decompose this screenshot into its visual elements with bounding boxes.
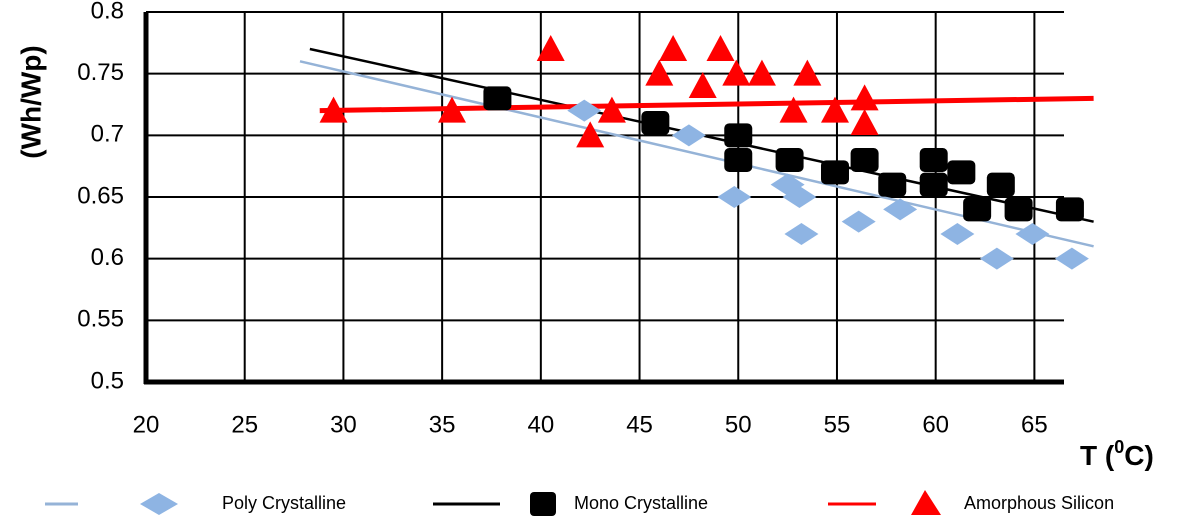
y-tick-label: 0.7 xyxy=(91,121,124,148)
x-tick-label: 45 xyxy=(626,411,653,438)
y-tick-label: 0.65 xyxy=(77,182,124,209)
x-tick-label: 50 xyxy=(725,411,752,438)
x-tick-label: 30 xyxy=(330,411,357,438)
x-tick-label: 55 xyxy=(824,411,851,438)
legend-item-amorphous-silicon: Amorphous Silicon xyxy=(828,490,1114,515)
marker-amorphous-silicon xyxy=(597,96,626,123)
x-axis-title-superscript: 0 xyxy=(1114,437,1124,457)
x-tick-label: 20 xyxy=(133,411,160,438)
marker-mono-crystalline xyxy=(775,148,804,172)
marker-amorphous-silicon xyxy=(850,109,879,135)
legend-diamond-icon xyxy=(140,493,178,515)
y-tick-label: 0.8 xyxy=(91,0,124,24)
marker-poly-crystalline xyxy=(883,198,918,221)
y-tick-label: 0.75 xyxy=(77,59,124,86)
trendline-amorphous-silicon xyxy=(319,95,1094,114)
marker-amorphous-silicon xyxy=(576,121,605,148)
marker-amorphous-silicon xyxy=(747,59,776,86)
marker-poly-crystalline xyxy=(717,186,752,208)
marker-mono-crystalline xyxy=(724,123,753,148)
marker-amorphous-silicon xyxy=(659,35,688,61)
marker-mono-crystalline xyxy=(641,111,670,135)
marker-amorphous-silicon xyxy=(319,96,348,123)
x-tick-label: 40 xyxy=(527,411,554,438)
marker-amorphous-silicon xyxy=(706,35,735,61)
marker-amorphous-silicon xyxy=(820,96,849,123)
x-axis-title-main: T ( xyxy=(1080,440,1115,471)
marker-mono-crystalline xyxy=(1055,197,1084,222)
marker-poly-crystalline xyxy=(841,210,876,233)
legend-item-poly-crystalline: Poly Crystalline xyxy=(45,493,346,515)
legend: Poly Crystalline Mono Crystalline Amorph… xyxy=(45,490,1114,516)
legend-item-mono-crystalline: Mono Crystalline xyxy=(433,492,708,516)
y-tick-label: 0.5 xyxy=(91,367,124,394)
marker-mono-crystalline xyxy=(820,160,849,185)
marker-amorphous-silicon xyxy=(438,96,466,123)
x-tick-label: 60 xyxy=(922,411,949,438)
marker-mono-crystalline xyxy=(919,148,948,172)
x-axis-title: T (0C) xyxy=(1080,437,1154,471)
y-axis-title: (Wh/Wp) xyxy=(15,45,46,159)
x-tick-label: 65 xyxy=(1021,411,1048,438)
marker-poly-crystalline xyxy=(671,124,706,147)
marker-mono-crystalline xyxy=(878,172,907,197)
x-tick-label: 25 xyxy=(231,411,258,438)
y-tick-label: 0.55 xyxy=(77,306,124,333)
marker-poly-crystalline xyxy=(979,247,1014,270)
y-tick-label: 0.6 xyxy=(91,244,124,271)
marker-poly-crystalline xyxy=(940,223,975,245)
x-tick-label: 35 xyxy=(429,411,456,438)
grid xyxy=(146,11,1064,382)
marker-poly-crystalline xyxy=(567,99,602,122)
legend-triangle-icon xyxy=(911,490,941,515)
marker-mono-crystalline xyxy=(963,197,992,222)
marker-mono-crystalline xyxy=(483,86,512,111)
marker-mono-crystalline xyxy=(724,148,753,172)
marker-amorphous-silicon xyxy=(722,59,751,86)
marker-mono-crystalline xyxy=(986,172,1015,197)
marker-poly-crystalline xyxy=(1015,223,1050,245)
legend-square-icon xyxy=(530,492,556,516)
tick-labels: 0.5 0.55 0.6 0.65 0.7 0.75 0.8 20 25 30 35 40 45 50 55… xyxy=(77,0,1047,438)
marker-amorphous-silicon xyxy=(536,35,565,61)
marker-amorphous-silicon xyxy=(779,96,808,123)
marker-mono-crystalline xyxy=(850,148,879,172)
marker-amorphous-silicon xyxy=(850,84,879,111)
marker-amorphous-silicon xyxy=(793,59,822,86)
legend-label-amorphous-silicon: Amorphous Silicon xyxy=(964,493,1114,513)
legend-label-mono-crystalline: Mono Crystalline xyxy=(574,493,708,513)
axes xyxy=(143,12,1064,385)
marker-mono-crystalline xyxy=(947,160,976,185)
marker-amorphous-silicon xyxy=(645,59,674,86)
data-markers xyxy=(319,35,1089,270)
marker-amorphous-silicon xyxy=(688,72,717,98)
trendline-poly-crystalline xyxy=(299,60,1094,248)
marker-mono-crystalline xyxy=(919,172,948,197)
marker-poly-crystalline xyxy=(784,223,819,245)
marker-mono-crystalline xyxy=(1004,197,1033,222)
x-axis-title-unit: C) xyxy=(1124,440,1154,471)
legend-label-poly-crystalline: Poly Crystalline xyxy=(222,493,346,513)
marker-poly-crystalline xyxy=(1054,247,1089,270)
marker-poly-crystalline xyxy=(782,186,817,208)
